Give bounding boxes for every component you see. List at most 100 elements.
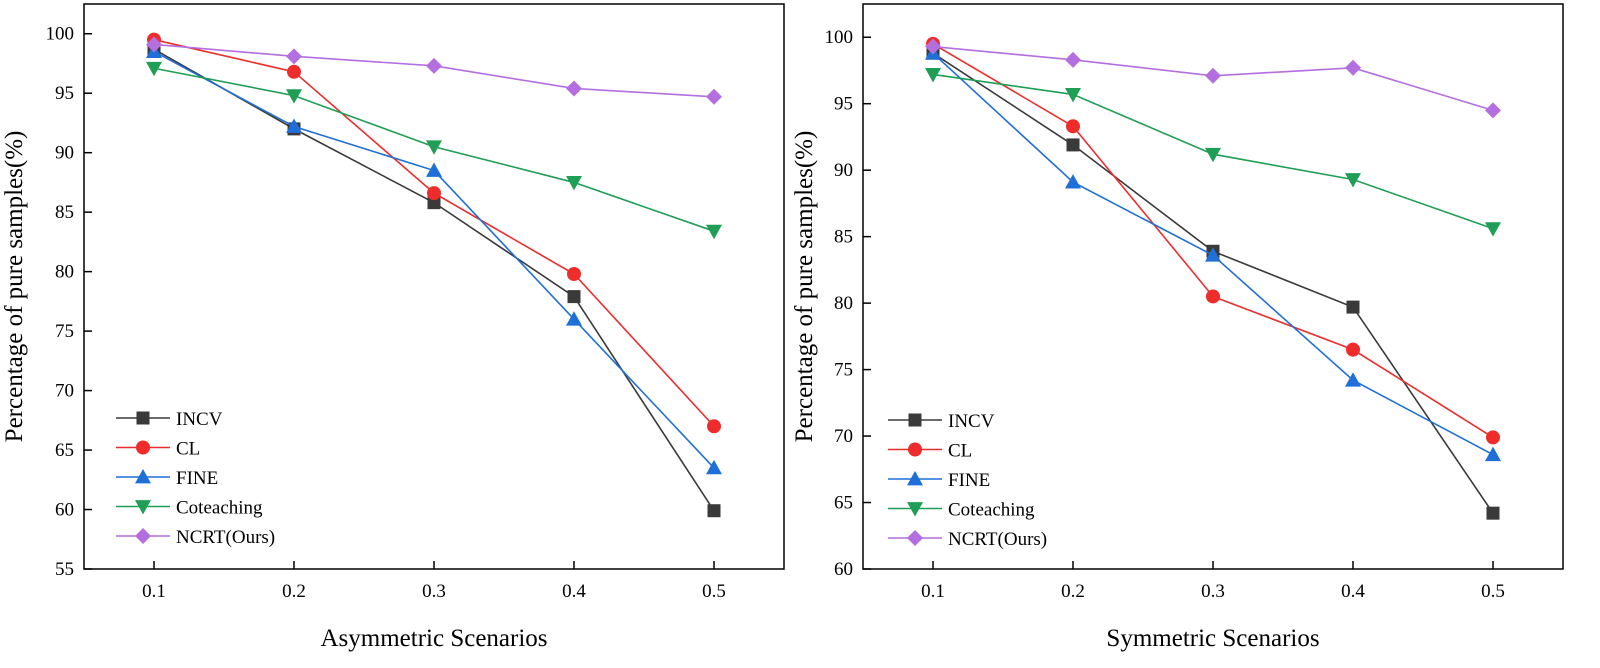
data-point-ncrt-ours xyxy=(146,36,162,53)
series-coteaching xyxy=(925,68,1501,237)
legend-marker-cl xyxy=(136,440,150,455)
data-point-cl xyxy=(1206,289,1220,304)
series-ncrt-ours xyxy=(925,38,1501,119)
data-point-ncrt-ours xyxy=(286,48,302,65)
y-tick-label: 60 xyxy=(55,500,74,521)
data-point-fine xyxy=(286,118,302,133)
y-axis-title: Percentage of pure samples(%) xyxy=(1,131,28,443)
data-point-fine xyxy=(426,162,442,177)
legend-label-incv: INCV xyxy=(948,411,995,432)
legend-label-fine: FINE xyxy=(176,468,218,489)
data-point-fine xyxy=(1345,372,1361,387)
data-point-coteaching xyxy=(1485,222,1501,237)
legend-marker-ncrt-ours xyxy=(907,530,923,546)
data-point-coteaching xyxy=(146,61,162,77)
data-point-cl xyxy=(1346,342,1360,357)
series-coteaching xyxy=(146,61,722,240)
series-line-incv xyxy=(153,48,715,512)
x-tick-label: 0.5 xyxy=(1481,581,1505,602)
legend-marker-ncrt-ours xyxy=(135,528,151,544)
data-point-incv xyxy=(1486,506,1500,520)
data-point-ncrt-ours xyxy=(426,57,442,74)
legend-label-fine: FINE xyxy=(948,470,990,491)
legend-marker-fine xyxy=(907,471,923,486)
x-tick-label: 0.3 xyxy=(422,581,446,602)
data-point-cl xyxy=(707,419,721,434)
data-point-coteaching xyxy=(566,176,582,191)
y-tick-label: 75 xyxy=(55,321,74,342)
data-point-fine xyxy=(1485,446,1501,462)
legend-label-ncrt-ours: NCRT(Ours) xyxy=(176,527,275,548)
y-axis-title: Percentage of pure samples(%) xyxy=(791,131,818,443)
data-point-coteaching xyxy=(1205,147,1221,163)
data-point-coteaching xyxy=(1345,173,1361,188)
data-point-fine xyxy=(1205,247,1221,262)
y-tick-label: 65 xyxy=(834,493,853,514)
data-point-incv xyxy=(707,504,721,518)
legend-marker-fine xyxy=(135,469,151,484)
chart-panel-2: 60 65 70 75 80 85 90 95 100 0.1 0.2 0.3 0.4 0.5 Symmet… xyxy=(791,3,1564,652)
data-point-incv xyxy=(1066,138,1080,152)
data-point-fine xyxy=(706,459,722,475)
y-tick-label: 85 xyxy=(834,227,853,248)
x-tick-label: 0.4 xyxy=(562,581,586,602)
series-incv xyxy=(926,46,1500,520)
series-cl xyxy=(147,32,721,434)
data-point-ncrt-ours xyxy=(1065,51,1081,68)
series-cl xyxy=(926,36,1500,445)
data-point-cl xyxy=(567,267,581,282)
legend-marker-cl xyxy=(908,442,922,457)
data-point-ncrt-ours xyxy=(1205,67,1221,84)
legend: INCV CL FINE Coteaching NCRT(Ours) xyxy=(116,409,275,548)
x-tick-label: 0.5 xyxy=(702,581,726,602)
data-point-coteaching xyxy=(1065,88,1081,103)
data-point-incv xyxy=(427,196,441,210)
legend-label-coteaching: Coteaching xyxy=(176,498,263,519)
x-tick-label: 0.1 xyxy=(142,581,166,602)
series-line-incv xyxy=(932,52,1494,514)
data-point-coteaching xyxy=(925,68,941,83)
data-point-coteaching xyxy=(426,140,442,155)
x-tick-label: 0.4 xyxy=(1341,581,1365,602)
y-tick-label: 70 xyxy=(834,426,853,447)
legend-label-cl: CL xyxy=(176,439,200,460)
y-tick-label: 60 xyxy=(834,559,853,580)
x-tick-label: 0.2 xyxy=(282,581,306,602)
legend-marker-coteaching xyxy=(907,502,923,517)
series-incv xyxy=(147,42,721,518)
legend-marker-coteaching xyxy=(135,500,151,515)
legend-marker-incv xyxy=(908,413,922,427)
y-tick-label: 80 xyxy=(55,262,74,283)
y-tick-label: 85 xyxy=(55,202,74,223)
data-point-fine xyxy=(1065,174,1081,189)
data-point-cl xyxy=(1486,430,1500,445)
y-tick-label: 90 xyxy=(834,160,853,181)
data-point-cl xyxy=(427,186,441,201)
legend-label-coteaching: Coteaching xyxy=(948,500,1035,521)
data-point-coteaching xyxy=(286,89,302,104)
data-point-incv xyxy=(567,290,581,304)
series-ncrt-ours xyxy=(146,36,722,105)
legend-label-incv: INCV xyxy=(176,409,223,430)
legend-label-ncrt-ours: NCRT(Ours) xyxy=(948,529,1047,550)
data-point-fine xyxy=(566,311,582,326)
data-point-ncrt-ours xyxy=(1345,59,1361,76)
y-tick-label: 70 xyxy=(55,381,74,402)
x-axis-title: Asymmetric Scenarios xyxy=(320,625,547,652)
legend-marker-incv xyxy=(136,411,150,425)
data-point-ncrt-ours xyxy=(925,38,941,55)
series-fine xyxy=(146,43,722,475)
y-tick-label: 55 xyxy=(55,559,74,580)
y-tick-label: 95 xyxy=(55,83,74,104)
series-fine xyxy=(925,45,1501,462)
y-tick-label: 65 xyxy=(55,440,74,461)
y-tick-label: 100 xyxy=(825,27,854,48)
y-tick-label: 100 xyxy=(46,24,75,45)
legend-label-cl: CL xyxy=(948,441,972,462)
legend: INCV CL FINE Coteaching NCRT(Ours) xyxy=(888,411,1047,550)
x-axis-title: Symmetric Scenarios xyxy=(1106,625,1319,652)
data-point-ncrt-ours xyxy=(706,88,722,105)
data-point-cl xyxy=(287,64,301,79)
series-line-cl xyxy=(932,43,1494,439)
